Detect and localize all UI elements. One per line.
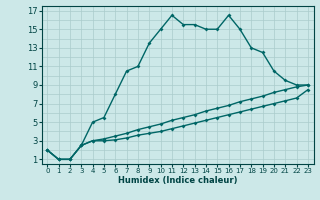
X-axis label: Humidex (Indice chaleur): Humidex (Indice chaleur) [118,176,237,185]
